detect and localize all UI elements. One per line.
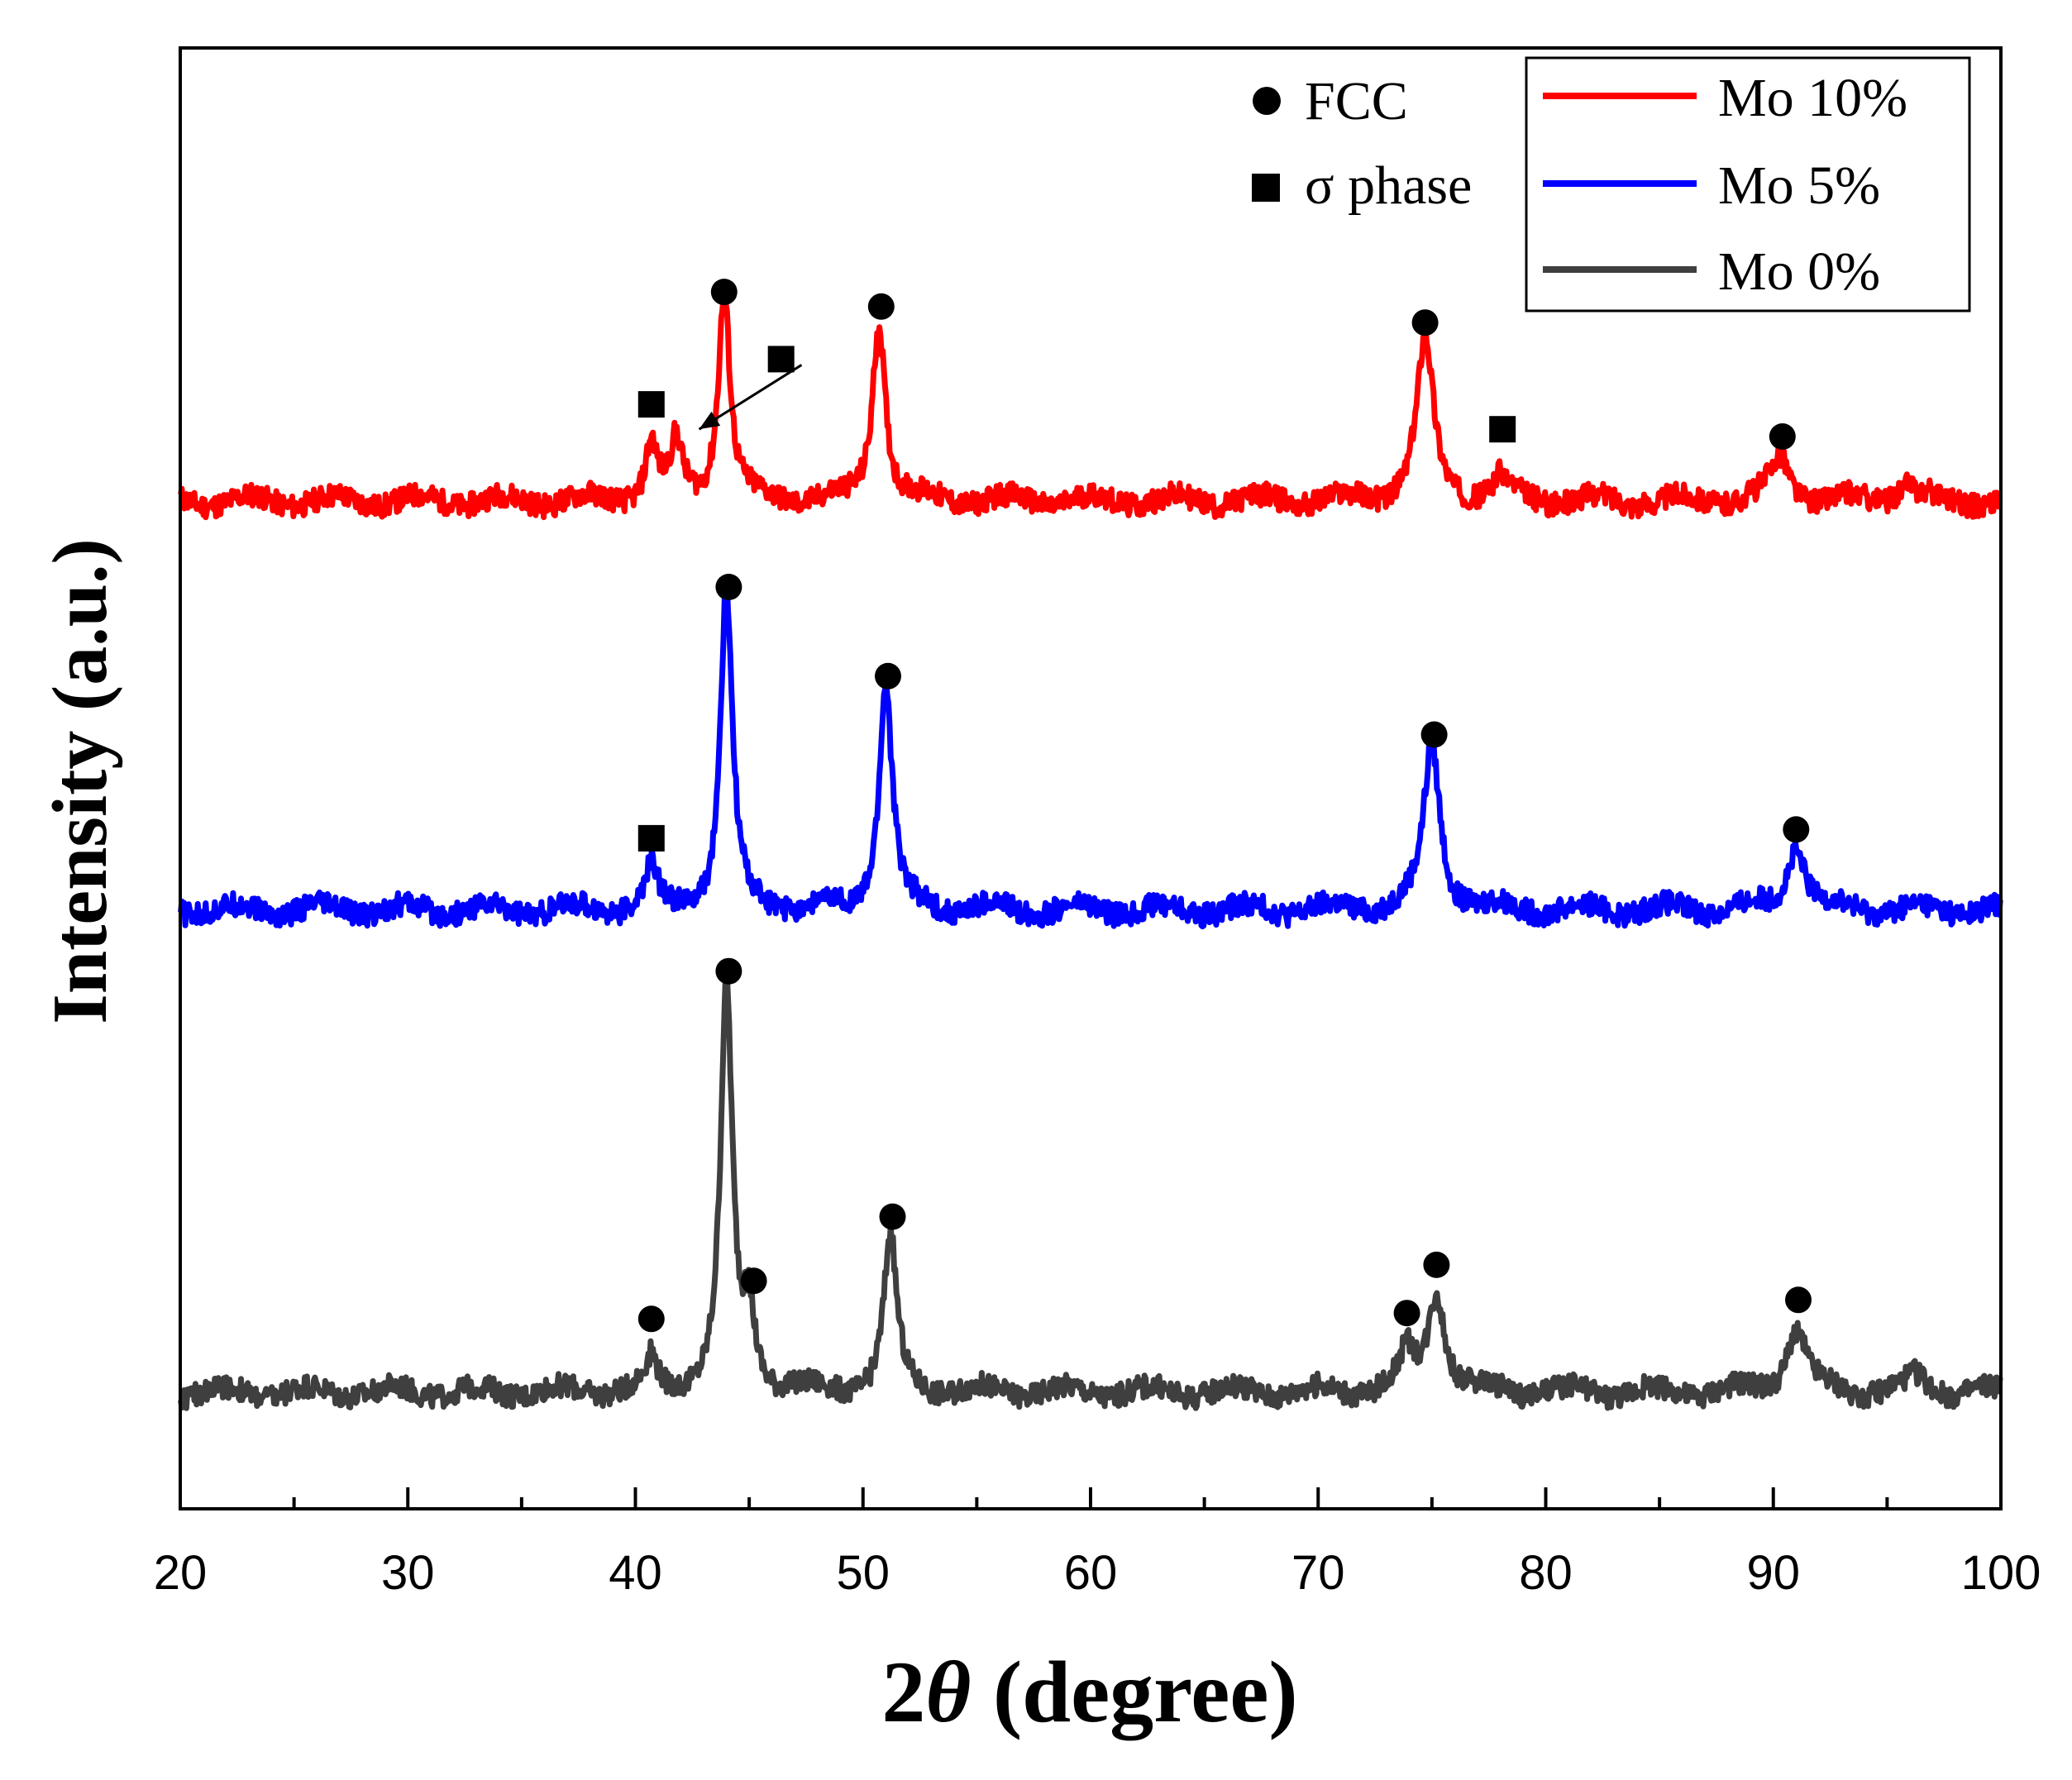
fcc-peak-marker <box>875 662 901 690</box>
x-tick-label: 80 <box>1519 1546 1573 1600</box>
legend: Mo 10% Mo 5% Mo 0% <box>1525 56 1971 313</box>
fcc-peak-marker <box>740 1267 767 1295</box>
phase-key-fcc-marker <box>1253 87 1281 115</box>
legend-label-mo5: Mo 5% <box>1718 155 1880 216</box>
series-line-mo-0 <box>178 968 2003 1411</box>
x-axis-title: 2θ (degree) <box>881 1644 1297 1740</box>
x-tick-label: 30 <box>381 1546 435 1600</box>
x-tick-label: 90 <box>1746 1546 1800 1600</box>
fcc-peak-marker <box>1411 309 1439 336</box>
fcc-peak-marker <box>715 574 742 600</box>
fcc-peak-marker <box>1423 1251 1450 1278</box>
series-line-mo-5 <box>178 579 2003 930</box>
phase-key-fcc-label: FCC <box>1305 71 1408 131</box>
fcc-peak-marker <box>637 1305 665 1333</box>
x-tick-label: 50 <box>836 1546 890 1600</box>
legend-label-mo10: Mo 10% <box>1718 68 1907 128</box>
series-line-mo-10 <box>178 290 2003 521</box>
x-tick-label: 60 <box>1064 1546 1118 1600</box>
sigma-phase-marker <box>767 346 795 373</box>
x-tick-label: 20 <box>154 1546 208 1600</box>
x-axis-title-prefix: 2 <box>881 1644 925 1740</box>
marker-layer <box>637 279 1812 1333</box>
y-axis-title: Intensity (a.u.) <box>37 538 123 1024</box>
sigma-arrow-head <box>699 411 721 430</box>
fcc-peak-marker <box>715 957 742 985</box>
x-tick-label: 40 <box>609 1546 662 1600</box>
x-tick-label: 100 <box>1961 1546 2041 1600</box>
phase-key-sigma-label: σ phase <box>1305 155 1472 216</box>
phase-key-sigma-marker <box>1252 174 1280 202</box>
legend-label-mo0: Mo 0% <box>1718 241 1880 302</box>
fcc-peak-marker <box>1420 721 1448 748</box>
x-tick-label: 70 <box>1291 1546 1345 1600</box>
sigma-arrow-line <box>698 364 803 431</box>
phase-key: FCC σ phase <box>1252 71 1472 216</box>
series-layer <box>178 290 2003 1411</box>
fcc-peak-marker <box>1393 1300 1420 1327</box>
sigma-phase-marker <box>1489 416 1516 443</box>
fcc-peak-marker <box>710 279 738 306</box>
sigma-phase-marker <box>637 391 665 418</box>
fcc-peak-marker <box>1769 423 1796 450</box>
sigma-phase-marker <box>637 824 665 852</box>
x-axis-title-theta: θ <box>925 1644 971 1740</box>
x-axis-title-suffix: (degree) <box>971 1644 1297 1740</box>
fcc-peak-marker <box>1783 816 1810 843</box>
fcc-peak-marker <box>1785 1286 1812 1314</box>
x-axis-ticks: 20 30 40 50 60 70 80 90 100 <box>154 1487 2041 1600</box>
fcc-peak-marker <box>867 293 895 320</box>
fcc-peak-marker <box>879 1203 906 1230</box>
